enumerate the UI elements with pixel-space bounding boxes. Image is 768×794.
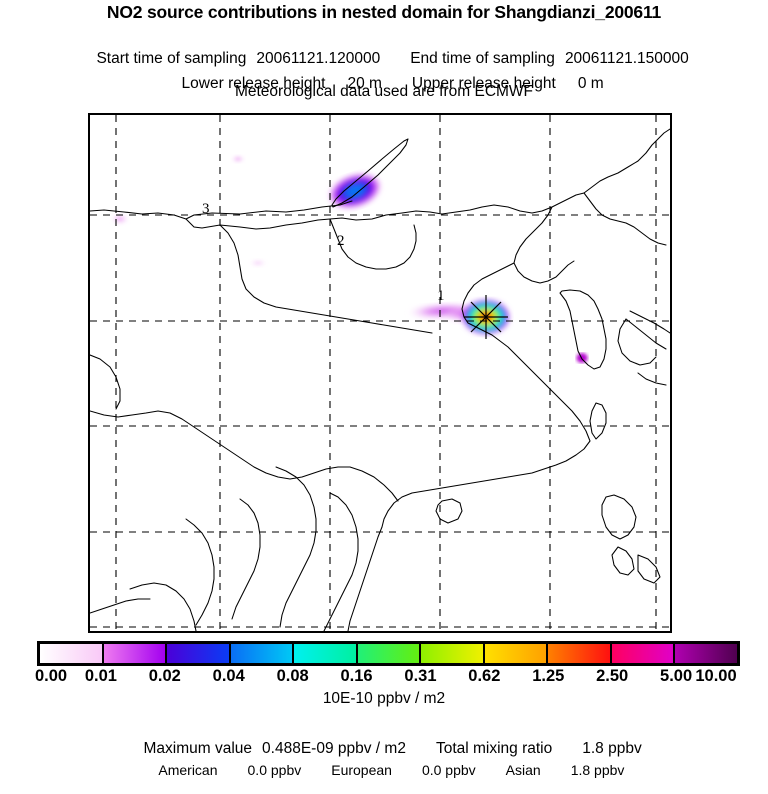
upper-release-value: 0 m: [577, 75, 604, 92]
map-panel: 1 2 3: [88, 113, 672, 633]
graticule: [90, 115, 670, 631]
start-time-value: 20061121.120000: [256, 50, 381, 67]
colorbar-tick-6: 0.31: [404, 667, 437, 685]
start-time-label: Start time of sampling: [96, 50, 247, 67]
concentration-field: [111, 155, 588, 363]
upper-release-label: Upper release height: [411, 75, 556, 92]
mixing-ratio-label: Total mixing ratio: [435, 740, 553, 757]
european-label: European: [331, 762, 392, 778]
colorbar-tick-5: 0.16: [340, 667, 373, 685]
asian-value: 1.8 ppbv: [570, 762, 625, 778]
page-title: NO2 source contributions in nested domai…: [106, 2, 662, 22]
sampling-time-line: Start time of sampling 20061121.120000 End…: [0, 32, 768, 86]
colorbar-tick-3: 0.04: [212, 667, 245, 685]
coastlines: [90, 128, 670, 631]
footer-region-line: American 0.0 ppbv European 0.0 ppbv Asian 1.8…: [0, 746, 768, 794]
colorbar-tick-9: 2.50: [596, 667, 629, 685]
colorbar-segment-9: [611, 644, 676, 663]
end-time-value: 20061121.150000: [564, 50, 689, 67]
colorbar-tick-1: 0.01: [84, 667, 117, 685]
trajectory-label-1: 1: [437, 288, 445, 304]
colorbar-tick-0: 0.00: [34, 667, 68, 685]
colorbar-segment-8: [548, 644, 612, 663]
colorbar-segment-4: [294, 644, 358, 663]
american-label: American: [158, 762, 218, 778]
max-value-label: Maximum value: [143, 740, 253, 757]
trajectory-label-2: 2: [337, 233, 345, 249]
colorbar-tick-2: 0.02: [148, 667, 181, 685]
map-canvas: 1 2 3: [90, 115, 670, 631]
figure-root: NO2 source contributions in nested domai…: [0, 2, 768, 778]
max-value-value: 0.488E-09 ppbv / m2: [262, 740, 406, 757]
colorbar-tick-11: 10.00: [695, 667, 737, 685]
colorbar-segment-1: [103, 644, 168, 663]
lower-release-label: Lower release height: [181, 75, 326, 92]
plume-baikal: [329, 173, 381, 209]
colorbar-segment-5: [357, 644, 422, 663]
colorbar-tick-8: 1.25: [532, 667, 565, 685]
american-value: 0.0 ppbv: [247, 762, 302, 778]
trajectory-label-3: 3: [202, 201, 210, 217]
release-point-marker: [464, 295, 508, 339]
colorbar-units-label: 10E-10 ppbv / m2: [322, 690, 446, 707]
colorbar-tick-4: 0.08: [276, 667, 309, 685]
release-height-line: Lower release height 20 m Upper release he…: [0, 57, 768, 111]
european-value: 0.0 ppbv: [421, 762, 476, 778]
colorbar-segment-6: [421, 644, 485, 663]
colorbar-segment-3: [230, 644, 295, 663]
colorbar-segment-2: [167, 644, 231, 663]
met-data-line: Meteorological data used are from ECMWF: [234, 83, 534, 100]
end-time-label: End time of sampling: [410, 50, 555, 67]
footer-summary-line: Maximum value 0.488E-09 ppbv / m2 Total mi…: [0, 722, 768, 776]
colorbar-segment-10: [675, 644, 738, 663]
colorbar-tick-10: 5.00: [660, 667, 693, 685]
colorbar-segment-7: [484, 644, 549, 663]
colorbar: [37, 641, 740, 666]
asian-label: Asian: [505, 762, 541, 778]
colorbar-segment-0: [40, 644, 104, 663]
colorbar-tick-7: 0.62: [468, 667, 501, 685]
lower-release-value: 20 m: [347, 75, 382, 92]
mixing-ratio-value: 1.8 ppbv: [582, 740, 642, 757]
colorbar-tick-labels: 0.00 0.01 0.02 0.04 0.08 0.16 0.31 0.62 1.25 2.50…: [0, 667, 768, 689]
